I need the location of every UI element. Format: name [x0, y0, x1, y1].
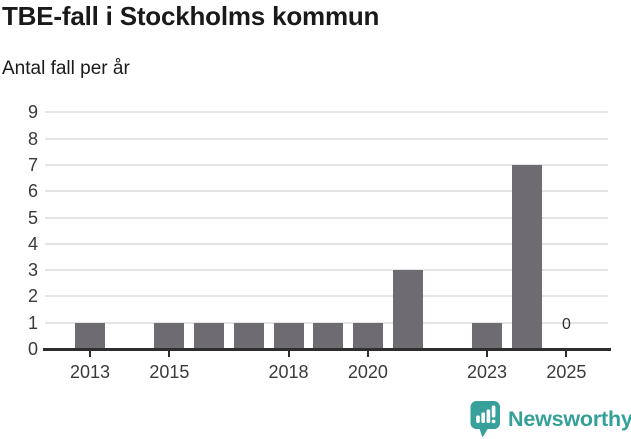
x-tick-mark-2025: [565, 351, 568, 357]
x-tick-mark-2015: [168, 351, 171, 357]
gridline-5: [45, 216, 608, 219]
gridline-3: [45, 269, 608, 272]
bar-2017: [233, 322, 264, 349]
x-tick-mark-2020: [366, 351, 369, 357]
y-tick-label-7: 7: [27, 154, 38, 175]
chart-subtitle: Antal fall per år: [2, 58, 130, 79]
bar-2021: [392, 270, 423, 349]
y-tick-label-8: 8: [27, 128, 38, 149]
y-tick-label-0: 0: [27, 339, 38, 359]
x-tick-label-2023: 2023: [466, 362, 508, 382]
value-label-2025: 0: [561, 316, 571, 333]
brand-footer: Newsworthy: [470, 400, 631, 438]
x-axis-line: [43, 347, 611, 351]
x-tick-label-2013: 2013: [69, 362, 111, 382]
bar-2020: [352, 322, 383, 349]
x-tick-label-2020: 2020: [347, 362, 388, 382]
bar-2018: [273, 322, 304, 349]
gridline-8: [45, 137, 608, 140]
gridline-6: [45, 190, 608, 193]
x-tick-label-2015: 2015: [149, 362, 190, 382]
bar-2019: [313, 322, 344, 349]
chart-title: TBE-fall i Stockholms kommun: [2, 1, 380, 31]
bar-2016: [194, 322, 225, 349]
gridline-2: [45, 295, 608, 298]
y-tick-label-3: 3: [27, 260, 38, 281]
y-tick-label-9: 9: [27, 102, 38, 123]
gridline-9: [45, 111, 608, 114]
newsworthy-logo-icon: [470, 401, 500, 438]
bar-2024: [511, 164, 542, 349]
brand-name: Newsworthy: [508, 407, 631, 431]
bar-2013: [75, 322, 105, 349]
x-tick-mark-2023: [486, 351, 488, 357]
gridline-4: [45, 242, 608, 245]
y-tick-label-6: 6: [27, 181, 38, 202]
y-tick-label-1: 1: [27, 312, 38, 333]
y-tick-label-5: 5: [27, 207, 38, 228]
x-tick-mark-2013: [89, 351, 91, 357]
y-tick-label-4: 4: [27, 233, 38, 254]
x-tick-mark-2018: [287, 351, 290, 357]
x-tick-label-2018: 2018: [268, 362, 309, 382]
bar-2023: [472, 322, 502, 349]
bar-2015: [154, 322, 185, 349]
x-tick-label-2025: 2025: [546, 362, 587, 382]
y-tick-label-2: 2: [27, 286, 38, 307]
gridline-7: [45, 163, 608, 166]
